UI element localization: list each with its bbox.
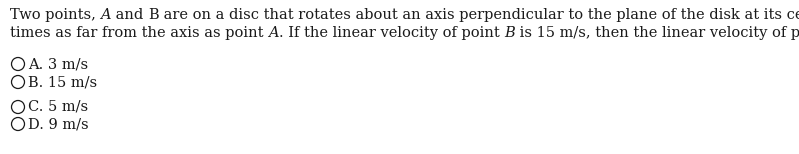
Text: and: and [111,8,148,22]
Text: B: B [148,8,159,22]
Text: A. 3 m/s: A. 3 m/s [29,57,89,71]
Text: A: A [268,26,279,40]
Text: B: B [504,26,515,40]
Text: A: A [101,8,111,22]
Text: Two points,: Two points, [10,8,101,22]
Text: is 15 m/s, then the linear velocity of point: is 15 m/s, then the linear velocity of p… [515,26,799,40]
Text: are on a disc that rotates about an axis perpendicular to the plane of the disk : are on a disc that rotates about an axis… [159,8,799,22]
Text: . If the linear velocity of point: . If the linear velocity of point [279,26,504,40]
Text: D. 9 m/s: D. 9 m/s [29,117,89,131]
Text: C. 5 m/s: C. 5 m/s [29,100,89,114]
Text: B. 15 m/s: B. 15 m/s [29,75,97,89]
Text: times as far from the axis as point: times as far from the axis as point [10,26,268,40]
